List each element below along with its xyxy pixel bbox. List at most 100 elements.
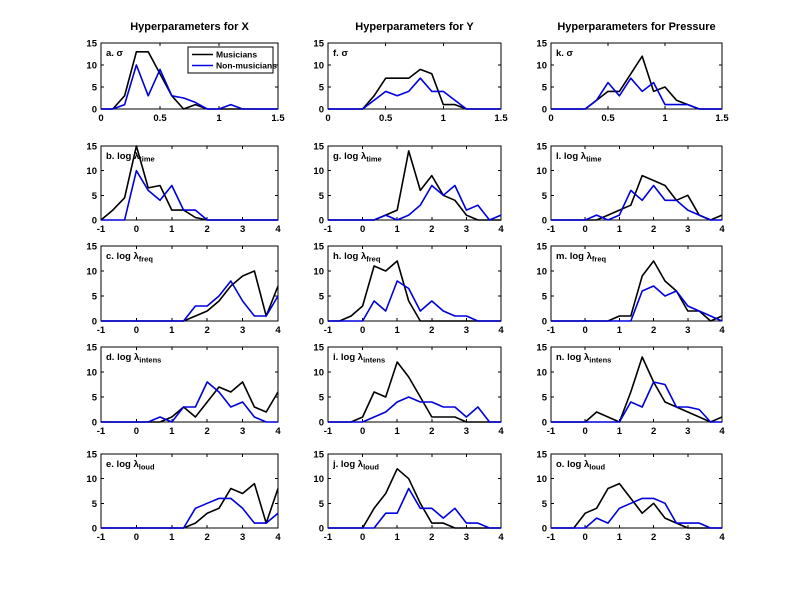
subplot-label: i. log λintens [333,352,385,365]
x-tick-label: -1 [547,224,556,235]
y-tick-label: 10 [536,474,547,485]
plot-box [327,245,502,322]
x-tick-label: 1 [169,325,175,336]
y-tick-label: 0 [542,216,547,227]
y-tick-label: 5 [319,292,325,303]
x-tick-label: 4 [719,532,725,543]
subplot-label: b. log λtime [106,151,155,164]
non-musicians-line [101,64,278,110]
subplot-label: e. log λloud [106,459,155,472]
x-tick-label: 4 [719,224,725,235]
x-tick-label: 4 [275,426,281,437]
y-tick-label: 0 [319,418,324,429]
subplot-label: o. log λloud [556,459,605,472]
plot-box [327,346,502,423]
y-tick-label: 5 [542,191,548,202]
plot-box [100,42,279,110]
x-tick-label: 2 [429,532,434,543]
y-tick-label: 5 [92,292,98,303]
x-tick-label: 0 [134,426,139,437]
subplot-label: a. σ [106,48,124,59]
x-tick-label: -1 [547,426,556,437]
y-tick-label: 5 [92,83,98,94]
x-tick-label: 3 [240,532,245,543]
x-tick-label: 3 [685,325,690,336]
x-tick-label: 3 [685,224,690,235]
plot-box [550,42,723,110]
y-tick-label: 15 [536,39,547,50]
non-musicians-line [101,381,278,423]
subplot-label: d. log λintens [106,352,161,365]
y-tick-label: 5 [319,393,325,404]
y-tick-label: 15 [536,450,547,461]
non-musicians-line [328,184,502,221]
x-tick-label: 3 [240,325,245,336]
y-tick-label: 10 [536,61,547,72]
x-tick-label: 0 [583,325,588,336]
x-tick-label: 4 [498,426,504,437]
non-musicians-line [101,497,279,529]
x-tick-label: 2 [205,325,210,336]
legend-label: Non-musicians [216,61,277,71]
subplot-label: k. σ [556,48,574,59]
non-musicians-line [551,497,722,529]
x-tick-label: -1 [324,532,333,543]
x-tick-label: 0 [583,224,588,235]
x-tick-label: 1 [395,532,401,543]
y-tick-label: 5 [542,292,548,303]
x-tick-label: 3 [464,426,469,437]
y-tick-label: 15 [86,450,97,461]
y-tick-label: 5 [319,191,325,202]
subplot-label: n. log λintens [556,352,611,365]
x-tick-label: 1.5 [271,113,285,124]
x-tick-label: 2 [651,532,656,543]
x-tick-label: 2 [651,426,656,437]
musicians-line [551,55,722,110]
plot-box [100,145,279,221]
plot-box [327,42,502,110]
non-musicians-line [551,381,722,423]
musicians-line [328,361,501,423]
x-tick-label: 0 [134,325,139,336]
y-tick-label: 0 [319,317,324,328]
musicians-line [328,260,501,322]
x-tick-label: 0 [583,532,588,543]
y-tick-label: 0 [542,105,547,116]
x-tick-label: 1 [395,426,401,437]
x-tick-label: 1 [169,426,175,437]
x-tick-label: 1 [617,532,623,543]
x-tick-label: 1 [395,224,401,235]
subplot-label: c. log λfreq [106,251,153,264]
y-tick-label: 0 [319,216,324,227]
plot-box [327,145,502,221]
y-tick-label: 0 [92,418,97,429]
x-tick-label: 1 [169,532,175,543]
x-tick-label: 1 [617,325,623,336]
x-tick-label: 0 [360,426,365,437]
musicians-line [101,482,279,529]
y-tick-label: 0 [542,418,547,429]
y-tick-label: 15 [86,343,97,354]
x-tick-label: 2 [651,224,656,235]
plot-box [550,346,723,423]
non-musicians-line [328,77,501,110]
x-tick-label: 2 [429,325,434,336]
x-tick-label: 0 [134,532,139,543]
x-tick-label: 3 [240,224,245,235]
x-tick-label: 4 [275,224,281,235]
plot-box [100,346,279,423]
y-tick-label: 15 [536,242,547,253]
y-tick-label: 15 [536,142,547,153]
x-tick-label: 0 [134,224,139,235]
x-tick-label: 1.5 [494,113,508,124]
